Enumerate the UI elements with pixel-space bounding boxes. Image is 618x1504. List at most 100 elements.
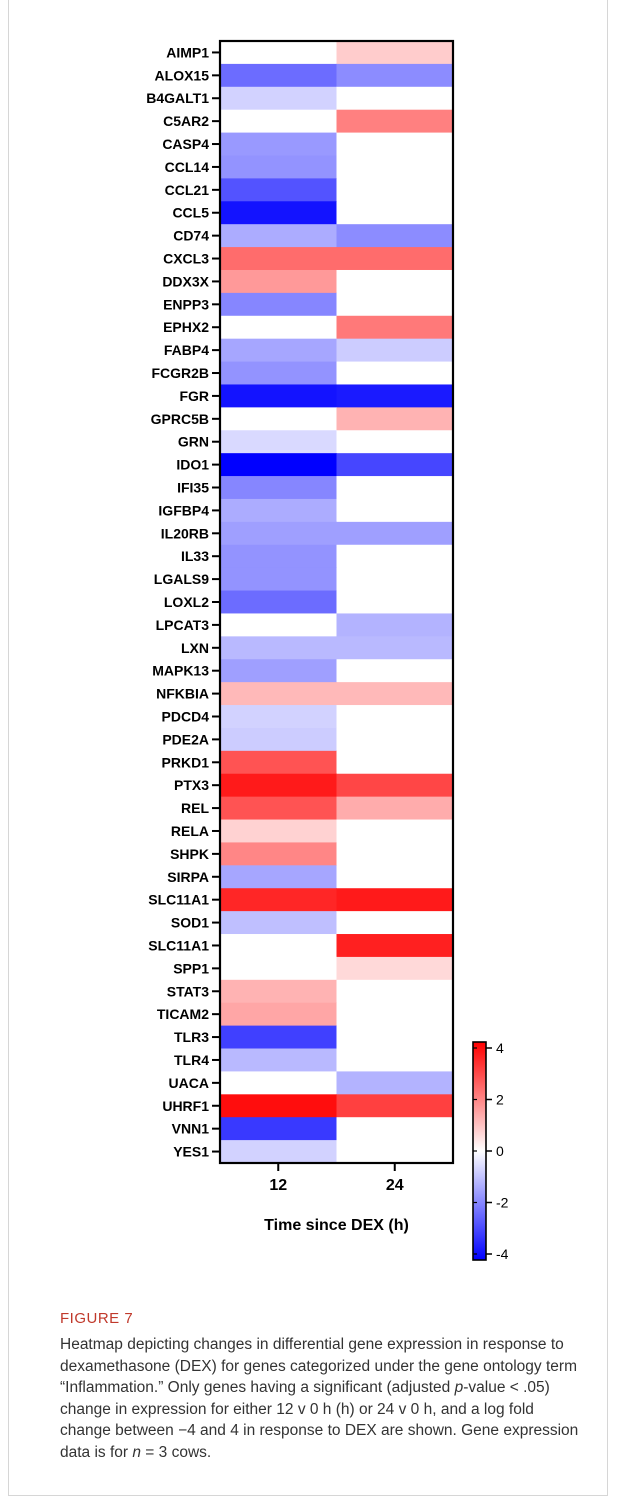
- gene-label: TLR3: [174, 1029, 209, 1045]
- gene-labels: AIMP1 ALOX15 B4GALT1 C5AR2 CASP4 CCL14 CCL21 CC…: [146, 44, 220, 1160]
- gene-label: IGFBP4: [158, 502, 209, 518]
- gene-label: TLR4: [174, 1052, 209, 1068]
- heatmap-cell: [336, 613, 454, 637]
- heatmap-cell: [336, 1025, 454, 1050]
- heatmap-cell: [220, 934, 337, 958]
- colorbar-tick-label: -2: [496, 1195, 509, 1211]
- gene-label: C5AR2: [163, 113, 209, 129]
- gene-label: ALOX15: [155, 67, 210, 83]
- gene-label: B4GALT1: [146, 90, 209, 106]
- heatmap-cell: [336, 315, 454, 340]
- heatmap-cell: [220, 338, 337, 363]
- gene-label: LGALS9: [154, 571, 209, 587]
- heatmap-cell: [336, 476, 454, 500]
- heatmap-cell: [336, 956, 454, 981]
- heatmap-cell: [220, 1071, 337, 1095]
- heatmap-cell: [220, 430, 337, 454]
- heatmap-cell: [336, 407, 454, 431]
- gene-label: EPHX2: [163, 319, 209, 335]
- heatmap-cell: [220, 224, 337, 248]
- heatmap-cell: [336, 109, 454, 134]
- gene-label: CD74: [173, 228, 209, 244]
- colorbar-tick-label: 2: [496, 1092, 504, 1108]
- heatmap-cell: [336, 178, 454, 202]
- gene-label: UHRF1: [162, 1098, 209, 1114]
- heatmap-cell: [336, 1002, 454, 1027]
- gene-label: CASP4: [162, 136, 209, 152]
- heatmap-cell: [336, 819, 454, 843]
- heatmap-cell: [336, 1094, 454, 1118]
- heatmap-cell: [336, 865, 454, 889]
- colorbar-tick-label: -4: [496, 1246, 509, 1262]
- gene-label: MAPK13: [152, 663, 209, 679]
- gene-label: FGR: [179, 388, 209, 404]
- figure-label: FIGURE 7: [60, 1310, 134, 1327]
- heatmap-cell: [220, 911, 337, 935]
- heatmap-cell: [220, 63, 337, 88]
- heatmap-cell: [336, 590, 454, 614]
- heatmap-cell: [220, 1048, 337, 1072]
- x-axis-title: Time since DEX (h): [264, 1217, 409, 1234]
- gene-label: PTX3: [174, 777, 209, 793]
- gene-label: TICAM2: [157, 1006, 209, 1022]
- heatmap-cell: [336, 430, 454, 454]
- heatmap-cell: [336, 659, 454, 683]
- gene-label: CCL21: [165, 182, 210, 198]
- gene-label: AIMP1: [166, 44, 209, 60]
- gene-label: PDCD4: [162, 708, 210, 724]
- heatmap-cells: [220, 41, 454, 1164]
- heatmap-cell: [336, 132, 454, 156]
- heatmap-cell: [220, 888, 337, 912]
- gene-label: LOXL2: [164, 594, 209, 610]
- gene-label: LPCAT3: [156, 617, 210, 633]
- heatmap-cell: [220, 178, 337, 202]
- caption-text-3: = 3 cows.: [141, 1443, 212, 1461]
- gene-label: SHPK: [170, 846, 209, 862]
- gene-label: SLC11A1: [148, 937, 209, 953]
- caption-text-1: Heatmap depicting changes in differentia…: [60, 1336, 577, 1397]
- heatmap-cell: [220, 269, 337, 294]
- heatmap-cell: [220, 659, 337, 683]
- heatmap-cell: [220, 1002, 337, 1027]
- colorbar-tick-label: 0: [496, 1143, 504, 1159]
- heatmap-cell: [220, 865, 337, 889]
- gene-label: SOD1: [171, 915, 209, 931]
- gene-label: STAT3: [167, 983, 209, 999]
- heatmap-cell: [336, 521, 454, 546]
- x-tick-label: 24: [386, 1177, 404, 1194]
- gene-label: SPP1: [173, 960, 209, 976]
- heatmap-cell: [336, 384, 454, 408]
- x-tick-label: 12: [269, 1177, 287, 1194]
- heatmap-cell: [220, 384, 337, 408]
- heatmap-cell: [336, 796, 454, 821]
- gene-label: CXCL3: [163, 251, 209, 267]
- heatmap-cell: [336, 338, 454, 363]
- heatmap-cell: [220, 956, 337, 981]
- heatmap-cell: [220, 567, 337, 592]
- gene-label: PDE2A: [162, 731, 209, 747]
- heatmap-cell: [336, 727, 454, 752]
- heatmap-cell: [220, 132, 337, 156]
- heatmap-cell: [336, 842, 454, 866]
- gene-label: IL33: [181, 548, 209, 564]
- heatmap-cell: [336, 750, 454, 775]
- heatmap-cell: [220, 750, 337, 775]
- heatmap-cell: [336, 86, 454, 111]
- gene-label: PRKD1: [162, 754, 210, 770]
- heatmap-cell: [336, 567, 454, 592]
- heatmap-cell: [336, 63, 454, 88]
- gene-label: YES1: [173, 1144, 209, 1160]
- heatmap-cell: [220, 1094, 337, 1118]
- gene-label: RELA: [171, 823, 209, 839]
- heatmap-cell: [220, 819, 337, 843]
- gene-label: FCGR2B: [151, 365, 209, 381]
- gene-label: VNN1: [172, 1121, 210, 1137]
- caption-italic-p: p: [454, 1379, 464, 1397]
- heatmap-cell: [220, 727, 337, 752]
- heatmap-cell: [336, 544, 454, 569]
- heatmap-cell: [336, 498, 454, 523]
- heatmap-cell: [336, 292, 454, 317]
- heatmap-cell: [220, 247, 337, 271]
- gene-label: CCL5: [172, 205, 209, 221]
- heatmap-cell: [336, 979, 454, 1004]
